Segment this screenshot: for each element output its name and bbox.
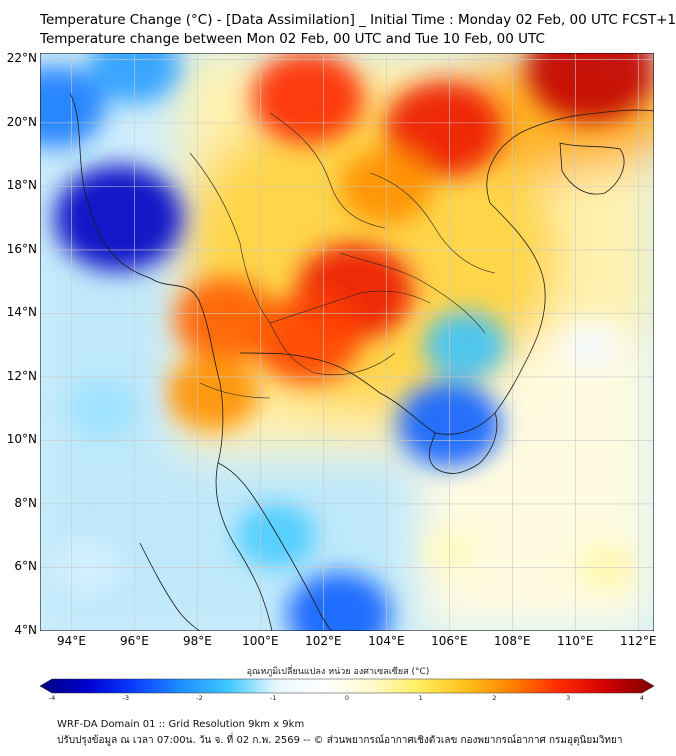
title-line-1: Temperature Change (°C) - [Data Assimila… xyxy=(40,12,676,28)
title-line-2: Temperature change between Mon 02 Feb, 0… xyxy=(40,31,545,47)
cooling-anomaly xyxy=(423,311,507,380)
cooling-anomaly xyxy=(236,502,317,569)
lat-label: 20°N xyxy=(6,114,37,129)
colorbar-tick-label: -1 xyxy=(270,694,277,702)
lat-label: 4°N xyxy=(14,623,37,637)
lat-label: 8°N xyxy=(14,495,37,510)
footer-line-2: ปรับปรุงข้อมูล ณ เวลา 07:00น. วัน จ. ที่… xyxy=(57,735,623,746)
cooling-anomaly xyxy=(287,572,392,631)
colorbar-tick-label: -4 xyxy=(48,694,56,702)
lat-label: 16°N xyxy=(6,241,37,256)
colorbar-tick-label: 4 xyxy=(639,694,645,702)
cooling-anomaly xyxy=(561,321,621,370)
map-panel: 22°N 20°N 18°N 16°N 14°N 12°N 10°N 8°N 6°N 4°N 94… xyxy=(7,51,657,648)
lat-label: 14°N xyxy=(6,305,37,320)
lon-label: 104°E xyxy=(368,634,405,648)
footer-line-1: WRF-DA Domain 01 :: Grid Resolution 9km … xyxy=(57,719,305,730)
warming-anomaly xyxy=(174,277,277,362)
colorbar-tick-label: 3 xyxy=(566,694,571,702)
coastlines xyxy=(69,92,654,631)
lon-label: 100°E xyxy=(242,634,279,648)
warming-anomaly xyxy=(527,53,654,122)
graticule xyxy=(40,53,654,631)
warming-anomaly xyxy=(252,53,364,144)
cooling-anomaly xyxy=(40,66,106,148)
lon-label: 96°E xyxy=(120,634,149,648)
lat-label: 12°N xyxy=(6,368,37,383)
map-title: Temperature Change (°C) - [Data Assimila… xyxy=(40,11,676,49)
colorbar-tick-label: -2 xyxy=(196,694,203,702)
lat-label: 22°N xyxy=(6,51,37,66)
lon-label: 94°E xyxy=(57,634,86,648)
admin-borders xyxy=(189,112,496,399)
lon-label: 112°E xyxy=(620,634,657,648)
cooling-anomaly xyxy=(66,378,140,439)
warming-anomaly xyxy=(254,294,361,383)
anomaly-field xyxy=(40,53,654,631)
warming-anomaly xyxy=(385,81,502,178)
temperature-change-map xyxy=(40,53,654,631)
colorbar xyxy=(40,678,655,694)
lat-label: 18°N xyxy=(6,178,37,193)
lon-label: 98°E xyxy=(182,634,212,648)
lat-label: 6°N xyxy=(14,559,37,574)
colorbar-tick-label: 1 xyxy=(418,694,423,702)
colorbar-tick-label: 0 xyxy=(344,694,350,702)
lat-label: 10°N xyxy=(6,432,37,447)
lon-label: 110°E xyxy=(557,634,594,648)
lon-label: 106°E xyxy=(431,634,468,648)
warming-anomaly xyxy=(167,354,260,431)
colorbar-tick-label: 2 xyxy=(492,694,497,702)
lon-label: 108°E xyxy=(494,634,531,648)
cooling-anomaly xyxy=(54,165,183,272)
colorbar-bar xyxy=(40,678,655,694)
lon-label: 102°E xyxy=(305,634,342,648)
colorbar-title: อุณหภูมิเปลี่ยนแปลง หน่วย องศาเซลเซียส (… xyxy=(246,667,430,677)
colorbar-tick-label: -3 xyxy=(122,694,129,702)
